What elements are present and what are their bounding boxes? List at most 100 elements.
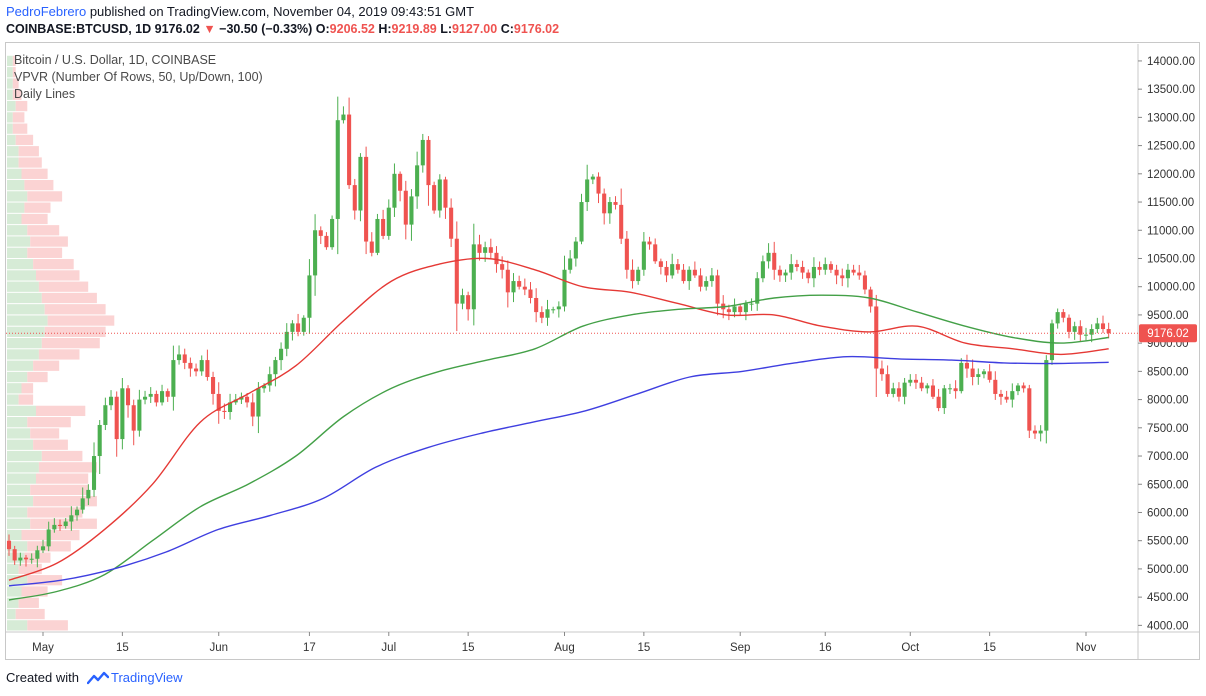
candle-down: [885, 374, 890, 394]
price-tick-label: 10000.00: [1147, 282, 1195, 294]
candle-up: [108, 396, 114, 406]
candle-up: [18, 557, 23, 561]
candle-down: [998, 393, 1004, 397]
vp-down-bar: [18, 563, 42, 575]
candle-up: [80, 498, 85, 510]
candle-up: [845, 269, 850, 279]
candle-down: [57, 524, 63, 527]
candle-down: [1106, 329, 1111, 334]
candle-up: [335, 120, 340, 219]
candle-up: [256, 388, 261, 417]
vp-down-bar: [27, 417, 71, 428]
candle-down: [596, 176, 601, 194]
vp-down-bar: [44, 326, 106, 337]
price-change: −30.50 (−0.33%): [219, 22, 313, 36]
time-tick-label: May: [32, 642, 54, 654]
price-tick-label: 4000.00: [1147, 620, 1189, 632]
candle-up: [137, 399, 142, 431]
candle-up: [579, 202, 584, 242]
candle-down: [154, 393, 159, 403]
candle-up: [891, 388, 896, 394]
author-link[interactable]: PedroFebrero: [6, 4, 87, 19]
legend-title: Bitcoin / U.S. Dollar, 1D, COINBASE: [14, 53, 217, 67]
vp-up-bar: [7, 417, 28, 428]
candle-up: [590, 176, 595, 180]
candle-up: [143, 396, 148, 400]
tradingview-brand[interactable]: TradingView: [83, 670, 183, 685]
candle-down: [466, 295, 471, 310]
candle-down: [23, 557, 29, 560]
candle-down: [494, 252, 499, 265]
candle-down: [522, 286, 527, 290]
candle-down: [222, 410, 227, 413]
vp-up-bar: [7, 270, 36, 281]
time-tick-label: Nov: [1076, 642, 1097, 654]
candle-up: [160, 391, 165, 403]
time-tick-label: Jun: [209, 642, 228, 654]
candle-up: [177, 354, 182, 361]
vp-down-bar: [38, 349, 80, 360]
vp-down-bar: [41, 292, 97, 304]
price-tick-label: 8000.00: [1147, 395, 1189, 407]
candle-up: [1055, 312, 1060, 324]
vp-up-bar: [7, 304, 45, 315]
candle-down: [12, 549, 17, 561]
high-value: 9219.89: [391, 22, 437, 36]
candle-up: [573, 241, 578, 259]
vp-down-bar: [27, 575, 63, 586]
price-tick-label: 13500.00: [1147, 84, 1195, 96]
candle-up: [760, 261, 765, 279]
vp-down-bar: [30, 428, 60, 439]
candle-up: [976, 374, 981, 378]
vp-up-bar: [7, 225, 28, 236]
candle-up: [279, 348, 284, 361]
candle-down: [653, 244, 658, 262]
candle-up: [670, 264, 675, 276]
candle-down: [619, 204, 624, 239]
candle-down: [675, 264, 680, 270]
price-axis: 14000.00 13500.00 13000.00 12500.00 12000.00…: [1138, 56, 1195, 632]
candle-up: [273, 360, 278, 375]
vp-down-bar: [21, 586, 48, 597]
vp-down-bar: [27, 371, 48, 383]
vp-up-bar: [7, 179, 25, 191]
candle-down: [318, 230, 323, 236]
candle-up: [148, 393, 153, 397]
candle-up: [902, 382, 907, 397]
vp-down-bar: [12, 67, 16, 78]
vp-down-bar: [12, 78, 19, 89]
candle-down: [1100, 323, 1106, 330]
time-tick-label: 17: [303, 642, 316, 654]
candle-down: [602, 193, 607, 214]
vp-down-bar: [27, 507, 83, 518]
vp-up-bar: [7, 236, 31, 247]
time-tick-label: 16: [819, 642, 832, 654]
candle-up: [568, 258, 573, 270]
vp-down-bar: [21, 168, 48, 179]
down-arrow-icon: ▼: [203, 22, 216, 36]
vp-up-bar: [7, 281, 39, 292]
candle-up: [267, 374, 272, 386]
vp-up-bar: [7, 134, 16, 146]
vp-down-bar: [12, 55, 16, 67]
candle-down: [539, 312, 544, 318]
candle-up: [415, 165, 420, 197]
candle-down: [834, 269, 839, 276]
candle-up: [74, 509, 80, 516]
candle-up: [228, 402, 233, 413]
candle-down: [987, 371, 992, 380]
candle-down: [432, 185, 437, 211]
low-label: L:: [440, 22, 453, 36]
vp-down-bar: [36, 270, 80, 281]
candle-down: [165, 391, 170, 397]
vp-up-bar: [7, 575, 28, 586]
open-value: 9206.52: [329, 22, 375, 36]
vp-down-bar: [18, 597, 39, 608]
vp-up-bar: [7, 484, 31, 496]
vp-up-bar: [7, 168, 22, 179]
price-tick-label: 6000.00: [1147, 507, 1189, 519]
time-tick-label: Oct: [901, 642, 920, 654]
vp-down-bar: [33, 360, 60, 371]
vp-down-bar: [12, 112, 25, 123]
